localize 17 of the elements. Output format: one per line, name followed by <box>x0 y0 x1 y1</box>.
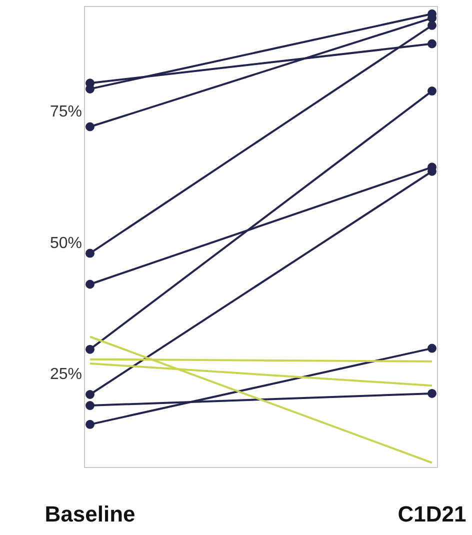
x-tick-label: C1D21 <box>398 502 466 527</box>
point <box>86 344 94 354</box>
point <box>428 86 436 96</box>
point <box>86 122 94 132</box>
point <box>86 401 94 410</box>
point <box>86 280 94 289</box>
point <box>428 39 436 48</box>
point <box>428 388 436 398</box>
point <box>86 420 94 429</box>
point <box>428 20 436 30</box>
x-tick-label: Baseline <box>44 502 136 527</box>
point <box>86 390 94 399</box>
point <box>86 248 94 258</box>
y-tick-label: 75% <box>50 104 82 121</box>
y-tick-label: 50% <box>50 234 82 252</box>
y-tick-label: 25% <box>50 366 82 384</box>
point <box>428 344 436 353</box>
